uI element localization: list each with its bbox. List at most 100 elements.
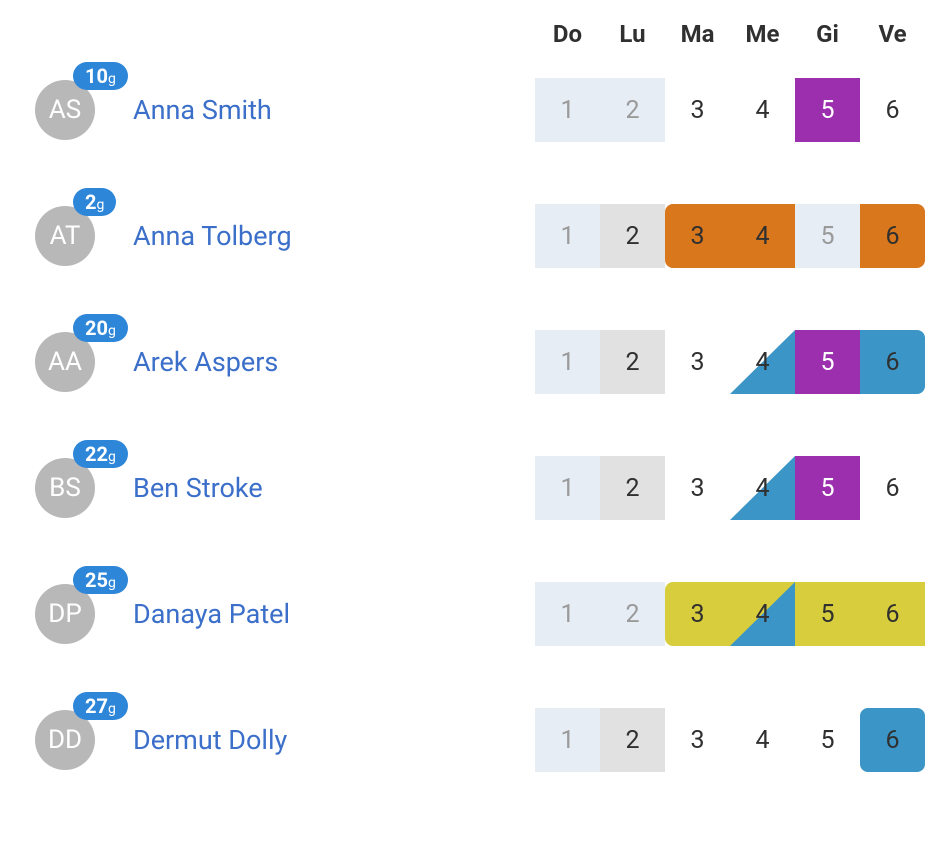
day-number: 1 bbox=[560, 222, 574, 251]
person-info[interactable]: AA20gArek Aspers bbox=[35, 332, 535, 392]
day-cell[interactable]: 6 bbox=[860, 708, 925, 772]
day-cell[interactable]: 2 bbox=[600, 204, 665, 268]
day-cell[interactable]: 4 bbox=[730, 456, 795, 520]
day-number: 4 bbox=[755, 474, 769, 503]
person-info[interactable]: AT2gAnna Tolberg bbox=[35, 206, 535, 266]
calendar-strip: 1 2 3456 bbox=[535, 78, 925, 142]
day-cell[interactable]: 1 bbox=[535, 78, 600, 142]
days-badge: 25g bbox=[73, 566, 128, 594]
day-cell[interactable]: 2 bbox=[600, 708, 665, 772]
day-cell[interactable]: 3 bbox=[665, 330, 730, 394]
badge-number: 2 bbox=[85, 190, 96, 214]
calendar-strip: 12 3 4 5 6 bbox=[535, 582, 925, 646]
person-name[interactable]: Arek Aspers bbox=[133, 346, 278, 378]
days-badge: 27g bbox=[73, 692, 128, 720]
person-row: BS22gBen Stroke 1 2 3 456 bbox=[35, 456, 926, 520]
avatar-initials: AA bbox=[48, 347, 82, 377]
day-number: 5 bbox=[820, 96, 834, 125]
day-cell[interactable]: 3 bbox=[665, 456, 730, 520]
header-day: Lu bbox=[600, 20, 665, 48]
badge-number: 10 bbox=[85, 64, 108, 88]
person-name[interactable]: Danaya Patel bbox=[133, 598, 290, 630]
person-info[interactable]: BS22gBen Stroke bbox=[35, 458, 535, 518]
person-info[interactable]: AS10gAnna Smith bbox=[35, 80, 535, 140]
day-number: 3 bbox=[690, 222, 704, 251]
badge-number: 22 bbox=[85, 442, 108, 466]
day-number: 6 bbox=[885, 600, 899, 629]
day-cell[interactable]: 4 bbox=[730, 582, 795, 646]
day-number: 1 bbox=[560, 726, 574, 755]
day-number: 2 bbox=[625, 348, 639, 377]
day-cell[interactable]: 1 bbox=[535, 456, 600, 520]
day-cell[interactable]: 4 bbox=[730, 204, 795, 268]
day-cell[interactable]: 2 bbox=[600, 330, 665, 394]
days-badge: 10g bbox=[73, 62, 128, 90]
day-cell[interactable]: 5 bbox=[795, 582, 860, 646]
day-number: 5 bbox=[820, 600, 834, 629]
person-name[interactable]: Dermut Dolly bbox=[133, 724, 287, 756]
day-cell[interactable]: 6 bbox=[860, 456, 925, 520]
day-number: 1 bbox=[560, 96, 574, 125]
day-cell[interactable]: 1 bbox=[535, 330, 600, 394]
day-cell[interactable]: 3 bbox=[665, 708, 730, 772]
day-number: 5 bbox=[820, 222, 834, 251]
day-number: 2 bbox=[625, 600, 639, 629]
header-day: Ma bbox=[665, 20, 730, 48]
day-cell[interactable]: 5 bbox=[795, 456, 860, 520]
day-number: 4 bbox=[755, 600, 769, 629]
day-number: 2 bbox=[625, 474, 639, 503]
day-cell[interactable]: 1 bbox=[535, 204, 600, 268]
badge-unit: g bbox=[96, 197, 104, 213]
badge-unit: g bbox=[108, 323, 116, 339]
badge-number: 20 bbox=[85, 316, 108, 340]
person-name[interactable]: Anna Tolberg bbox=[133, 220, 292, 252]
calendar-strip: 123456 bbox=[535, 708, 925, 772]
person-info[interactable]: DP25gDanaya Patel bbox=[35, 584, 535, 644]
day-cell[interactable]: 5 bbox=[795, 204, 860, 268]
person-name[interactable]: Ben Stroke bbox=[133, 472, 263, 504]
day-cell[interactable]: 6 bbox=[860, 78, 925, 142]
day-cell[interactable]: 5 bbox=[795, 330, 860, 394]
day-cell[interactable]: 1 bbox=[535, 582, 600, 646]
day-number: 1 bbox=[560, 348, 574, 377]
person-name[interactable]: Anna Smith bbox=[133, 94, 272, 126]
day-cell[interactable]: 6 bbox=[860, 582, 925, 646]
schedule-grid: Do Lu Ma Me Gi Ve AS10gAnna Smith123456A… bbox=[0, 0, 936, 854]
day-number: 1 bbox=[560, 474, 574, 503]
days-badge: 22g bbox=[73, 440, 128, 468]
day-number: 5 bbox=[820, 726, 834, 755]
day-number: 6 bbox=[885, 474, 899, 503]
calendar-strip: 1 2 345 6 bbox=[535, 204, 925, 268]
person-info[interactable]: DD27gDermut Dolly bbox=[35, 710, 535, 770]
badge-unit: g bbox=[108, 71, 116, 87]
day-cell[interactable]: 4 bbox=[730, 78, 795, 142]
day-number: 2 bbox=[625, 96, 639, 125]
day-cell[interactable]: 2 bbox=[600, 78, 665, 142]
day-cell[interactable]: 6 bbox=[860, 330, 925, 394]
day-cell[interactable]: 4 bbox=[730, 330, 795, 394]
person-row: AA20gArek Aspers 1 23456 bbox=[35, 330, 926, 394]
day-cell[interactable]: 3 bbox=[665, 204, 730, 268]
person-row: AT2gAnna Tolberg 1 2 345 6 bbox=[35, 204, 926, 268]
day-number: 2 bbox=[625, 222, 639, 251]
day-number: 6 bbox=[885, 222, 899, 251]
day-cell[interactable]: 1 bbox=[535, 708, 600, 772]
day-cell[interactable]: 2 bbox=[600, 456, 665, 520]
person-row: DP25gDanaya Patel12 3 4 5 6 bbox=[35, 582, 926, 646]
day-number: 3 bbox=[690, 96, 704, 125]
day-cell[interactable]: 3 bbox=[665, 78, 730, 142]
day-cell[interactable]: 2 bbox=[600, 582, 665, 646]
day-number: 3 bbox=[690, 474, 704, 503]
day-cell[interactable]: 5 bbox=[795, 78, 860, 142]
avatar-initials: BS bbox=[49, 473, 81, 503]
header-day: Ve bbox=[860, 20, 925, 48]
day-cell[interactable]: 6 bbox=[860, 204, 925, 268]
days-badge: 2g bbox=[73, 188, 116, 216]
day-cell[interactable]: 5 bbox=[795, 708, 860, 772]
day-cell[interactable]: 4 bbox=[730, 708, 795, 772]
day-number: 3 bbox=[690, 726, 704, 755]
header-row: Do Lu Ma Me Gi Ve bbox=[35, 20, 926, 48]
day-cell[interactable]: 3 bbox=[665, 582, 730, 646]
person-row: DD27gDermut Dolly123456 bbox=[35, 708, 926, 772]
day-number: 3 bbox=[690, 600, 704, 629]
